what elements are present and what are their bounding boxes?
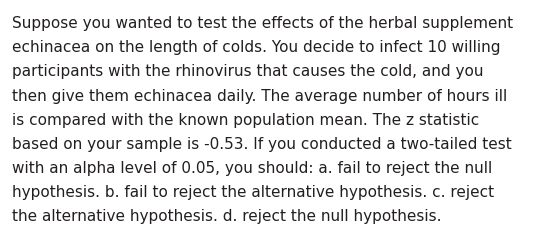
Text: based on your sample is -0.53. If you conducted a two-tailed test: based on your sample is -0.53. If you co… [12,136,512,151]
Text: is compared with the known population mean. The z statistic: is compared with the known population me… [12,112,479,127]
Text: the alternative hypothesis. d. reject the null hypothesis.: the alternative hypothesis. d. reject th… [12,208,442,223]
Text: participants with the rhinovirus that causes the cold, and you: participants with the rhinovirus that ca… [12,64,484,79]
Text: hypothesis. b. fail to reject the alternative hypothesis. c. reject: hypothesis. b. fail to reject the altern… [12,184,494,199]
Text: Suppose you wanted to test the effects of the herbal supplement: Suppose you wanted to test the effects o… [12,16,513,31]
Text: echinacea on the length of colds. You decide to infect 10 willing: echinacea on the length of colds. You de… [12,40,501,55]
Text: then give them echinacea daily. The average number of hours ill: then give them echinacea daily. The aver… [12,88,508,103]
Text: with an alpha level of 0.05, you should: a. fail to reject the null: with an alpha level of 0.05, you should:… [12,160,493,175]
